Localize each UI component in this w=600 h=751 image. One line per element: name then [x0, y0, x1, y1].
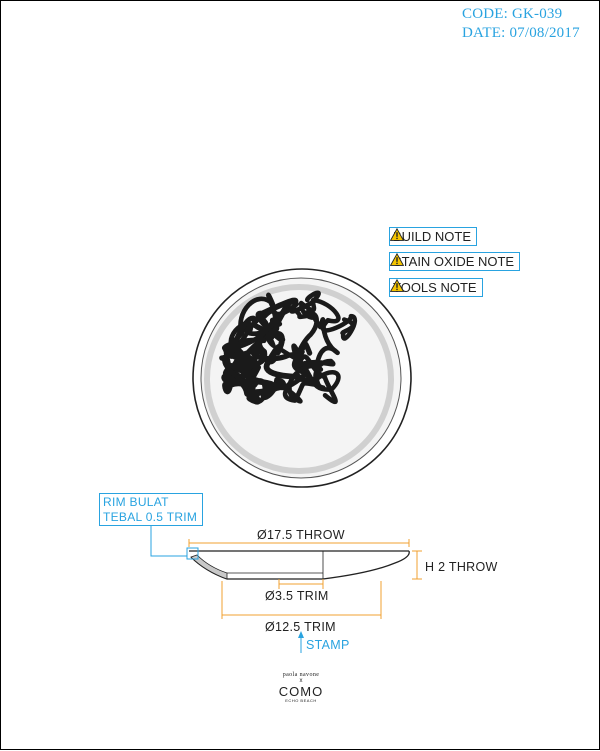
brand-subtitle: ECHO BEACH — [285, 698, 317, 703]
rim-callout-line2: TEBAL 0.5 TRIM — [103, 510, 198, 524]
warning-icon — [390, 279, 404, 292]
stamp-label: STAMP — [306, 638, 350, 652]
stain-oxide-note-label: STAIN OXIDE NOTE — [393, 254, 515, 269]
build-note-label: BUILD NOTE — [393, 229, 472, 244]
brand-name: COMO — [278, 684, 324, 699]
product-code: CODE: GK-039 — [462, 6, 563, 22]
black-glaze-pattern — [219, 290, 358, 405]
throw-diameter-label: Ø17.5 THROW — [257, 528, 345, 542]
warning-icon — [390, 253, 404, 266]
glaze-stroke — [222, 290, 324, 404]
profile-outer-line — [227, 550, 410, 580]
brand-logo: paola navone x COMO ECHO BEACH — [271, 672, 331, 703]
throw-height-label: H 2 THROW — [425, 560, 498, 574]
trim-small-label: Ø3.5 TRIM — [265, 589, 329, 603]
dimension-lines — [188, 539, 422, 653]
glaze-stroke — [246, 312, 340, 405]
stain-oxide-note-button[interactable]: STAIN OXIDE NOTE — [389, 252, 521, 271]
brand-x: x — [299, 678, 303, 684]
rim-detail-marker — [186, 547, 199, 560]
stamp-arrow — [298, 631, 304, 638]
tools-note-button[interactable]: TOOLS NOTE — [389, 278, 483, 297]
rim-callout-box: RIM BULAT TEBAL 0.5 TRIM — [99, 493, 203, 526]
drawing-date: DATE: 07/08/2017 — [462, 25, 580, 41]
build-note-button[interactable]: BUILD NOTE — [389, 227, 478, 246]
rim-callout-leader — [150, 526, 187, 557]
brand-designer: paola navone — [282, 672, 320, 678]
tools-note-label: TOOLS NOTE — [393, 280, 477, 295]
plate-top-view — [192, 268, 412, 488]
plate-side-profile — [150, 526, 410, 580]
trim-large-label: Ø12.5 TRIM — [265, 620, 336, 634]
plate-well-shadow — [204, 284, 394, 474]
rim-callout-line1: RIM BULAT — [103, 495, 169, 509]
warning-icon — [390, 228, 404, 241]
